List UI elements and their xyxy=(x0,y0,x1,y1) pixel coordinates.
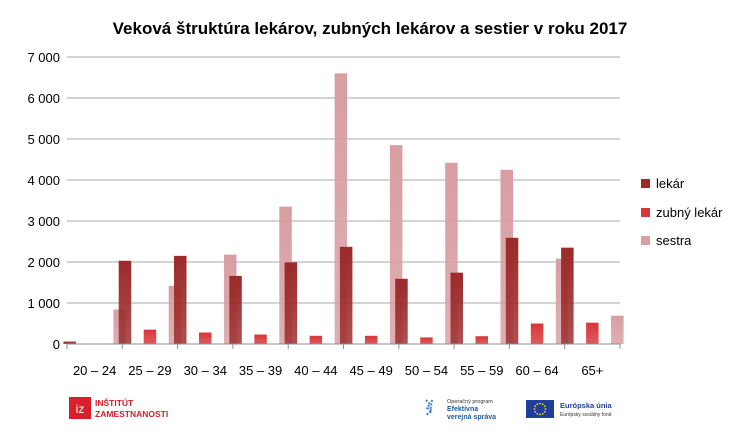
bar-zubný-lekár xyxy=(199,332,212,344)
op-logo-figure-icon xyxy=(425,399,434,416)
y-tick-label: 1 000 xyxy=(27,296,60,311)
eu-star xyxy=(536,403,539,406)
eu-stars-icon xyxy=(533,402,547,416)
y-tick-label: 2 000 xyxy=(27,255,60,270)
y-tick-label: 4 000 xyxy=(27,173,60,188)
eu-star xyxy=(543,410,546,413)
legend-swatch xyxy=(641,236,650,245)
bar-lekár xyxy=(284,262,298,344)
eu-star xyxy=(539,413,541,416)
eu-star xyxy=(533,408,536,410)
eu-star xyxy=(541,412,544,415)
eu-flag-icon xyxy=(526,400,554,418)
op-logo-line3: verejná správa xyxy=(447,414,496,421)
bar-lekár xyxy=(174,255,187,344)
bar-lekár xyxy=(395,278,408,344)
bar-zubný-lekár xyxy=(420,337,433,344)
x-tick-label: 55 – 59 xyxy=(460,363,503,378)
eu-star xyxy=(534,410,537,413)
eu-logo: Európska únia Európsky sociálny fond xyxy=(526,400,613,418)
x-tick-label: 35 – 39 xyxy=(239,363,282,378)
y-tick-label: 3 000 xyxy=(27,214,60,229)
bars xyxy=(63,73,624,345)
op-logo-line1: Operačný program xyxy=(447,399,493,405)
bar-lekár xyxy=(450,272,463,344)
bar-zubný-lekár xyxy=(254,334,267,344)
legend: lekár zubný lekár sestra xyxy=(641,176,723,248)
y-tick-label: 5 000 xyxy=(27,132,60,147)
bar-zubný-lekár xyxy=(364,335,378,344)
legend-swatch xyxy=(641,179,650,188)
iz-logo-mark xyxy=(69,397,91,419)
eu-logo-line2: Európsky sociálny fond xyxy=(560,412,612,418)
legend-label: lekár xyxy=(656,176,685,191)
eu-logo-line1: Európska únia xyxy=(560,401,613,410)
bar-lekár xyxy=(339,246,353,344)
axes: 0 1 000 2 000 3 000 4 000 5 000 6 000 7 000 20 –… xyxy=(27,50,621,378)
op-logo-line2: Efektívna xyxy=(447,406,478,413)
x-tick-label: 40 – 44 xyxy=(294,363,337,378)
x-tick-label: 50 – 54 xyxy=(405,363,448,378)
eu-star xyxy=(536,412,539,415)
y-tick-label: 0 xyxy=(53,337,60,352)
iz-logo-line1: INŠTITÚT xyxy=(95,397,134,408)
iz-logo: iz INŠTITÚT ZAMESTNANOSTI xyxy=(69,397,168,419)
y-tick-label: 7 000 xyxy=(27,50,60,65)
x-tick-label: 30 – 34 xyxy=(184,363,227,378)
iz-logo-line2: ZAMESTNANOSTI xyxy=(95,409,168,419)
bar-lekár xyxy=(561,247,574,344)
eu-star xyxy=(543,405,546,408)
eu-star xyxy=(544,408,547,410)
bar-sestra xyxy=(611,315,624,344)
y-tick-label: 6 000 xyxy=(27,91,60,106)
bar-zubný-lekár xyxy=(530,323,544,344)
bar-lekár xyxy=(229,275,242,344)
bar-zubný-lekár xyxy=(586,322,599,344)
op-logo: Operačný program Efektívna verejná správ… xyxy=(425,399,496,421)
bar-zubný-lekár xyxy=(143,329,157,344)
legend-swatch xyxy=(641,208,650,217)
x-tick-label: 65+ xyxy=(581,363,603,378)
chart-title: Veková štruktúra lekárov, zubných lekáro… xyxy=(113,19,628,38)
iz-logo-mark-text: iz xyxy=(76,402,85,416)
x-tick-label: 20 – 24 xyxy=(73,363,116,378)
legend-label: sestra xyxy=(656,233,692,248)
x-tick-label: 25 – 29 xyxy=(128,363,171,378)
x-tick-label: 60 – 64 xyxy=(515,363,558,378)
legend-label: zubný lekár xyxy=(656,205,723,220)
bar-lekár xyxy=(63,341,76,344)
bar-zubný-lekár xyxy=(309,335,323,344)
x-tick-label: 45 – 49 xyxy=(349,363,392,378)
bar-lekár xyxy=(505,237,519,344)
eu-star xyxy=(539,402,541,405)
bar-zubný-lekár xyxy=(475,336,488,344)
eu-star xyxy=(541,403,544,406)
eu-star xyxy=(534,405,537,408)
bar-lekár xyxy=(118,260,132,344)
